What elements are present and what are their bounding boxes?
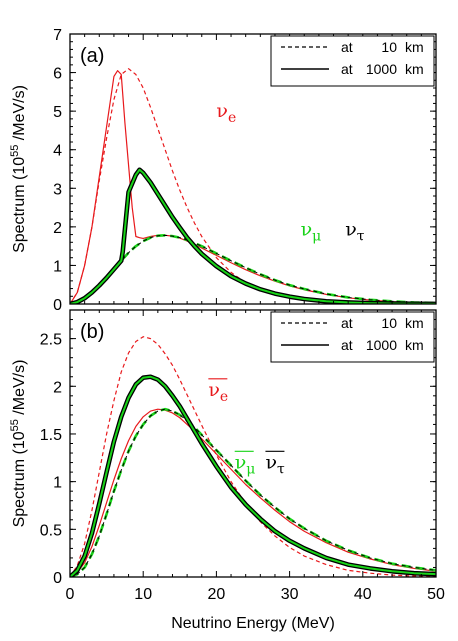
species-label: νe (216, 100, 236, 126)
y-tick-label: 2.5 (40, 332, 62, 349)
series-line-3 (70, 408, 436, 577)
species-subscript: e (220, 389, 228, 405)
y-tick-label: 6 (53, 66, 62, 83)
species-symbol: ν (301, 218, 313, 240)
series-line-0 (70, 336, 436, 577)
y-axis-title-exponent: 55 (9, 419, 21, 431)
series-line-1 (70, 408, 436, 577)
x-tick-label: 20 (208, 586, 226, 603)
series-line-5 (70, 168, 436, 304)
series-line-5 (70, 375, 436, 577)
panel-b: 0 10 20 30 40 50 0 0.5 1 1.5 2 2.5 Spectrum (1055 /M… (9, 309, 445, 603)
y-axis-title: Spectrum (1055 /MeV/s) (9, 85, 28, 253)
species-symbol: ν (235, 451, 247, 473)
panel-label: (b) (80, 321, 104, 343)
species-subscript: τ (277, 461, 285, 477)
species-label: ντ (265, 451, 285, 477)
species-label: νμ (301, 218, 322, 244)
series-line-3 (70, 234, 436, 304)
y-axis-title-unit: /MeV/s) (11, 85, 28, 145)
legend-box (270, 311, 435, 363)
legend-number: 10 (381, 315, 397, 331)
y-tick-label: 1 (53, 475, 62, 492)
species-symbol: ν (216, 100, 228, 122)
legend-prefix: at (341, 61, 353, 77)
x-tick-label: 0 (66, 586, 75, 603)
y-tick-label: 7 (53, 27, 62, 44)
legend-number: 1000 (366, 61, 397, 77)
y-tick-label: 2 (53, 379, 62, 396)
species-label: νμ (235, 451, 256, 477)
y-tick-label: 0 (53, 570, 62, 587)
species-subscript: μ (246, 461, 255, 477)
y-axis-title: Spectrum (1055 /MeV/s) (9, 360, 28, 528)
species-subscript: e (228, 110, 236, 126)
y-axis-title-main: Spectrum (10 (11, 431, 28, 527)
x-tick-label: 10 (134, 586, 152, 603)
legend-prefix: at (341, 337, 353, 353)
species-symbol: ν (345, 218, 357, 240)
x-axis-title: Neutrino Energy (MeV) (171, 615, 335, 632)
y-axis-title-unit: /MeV/s) (11, 360, 28, 420)
legend-prefix: at (341, 315, 353, 331)
legend-box (270, 35, 435, 87)
x-tick-label: 30 (281, 586, 299, 603)
y-tick-label: 0.5 (40, 522, 62, 539)
y-tick-label: 5 (53, 104, 62, 121)
species-label: ντ (345, 218, 365, 244)
series-group (70, 68, 436, 304)
legend-prefix: at (341, 39, 353, 55)
legend-number: 10 (381, 39, 397, 55)
series-group (70, 336, 436, 577)
legend-unit: km (405, 61, 424, 77)
x-tick-label: 40 (354, 586, 372, 603)
panel-a: 0 1 2 3 4 5 6 7 Spectrum (1055 /MeV/s) (a) at 10 km a… (9, 27, 437, 314)
species-subscript: τ (357, 228, 365, 244)
species-label: νe (208, 379, 228, 405)
species-subscript: μ (312, 228, 321, 244)
y-tick-label: 3 (53, 181, 62, 198)
y-tick-label: 0 (53, 297, 62, 314)
y-axis-title-main: Spectrum (10 (11, 157, 28, 253)
y-tick-label: 4 (53, 143, 62, 160)
legend-number: 1000 (366, 337, 397, 353)
y-axis-title-exponent: 55 (9, 145, 21, 157)
legend-unit: km (405, 39, 424, 55)
y-tick-label: 1 (53, 258, 62, 275)
y-tick-label: 1.5 (40, 427, 62, 444)
species-symbol: ν (208, 379, 220, 401)
y-tick-label: 2 (53, 220, 62, 237)
legend-unit: km (405, 337, 424, 353)
legend-unit: km (405, 315, 424, 331)
plot-frame (69, 33, 437, 305)
panel-label: (a) (80, 45, 104, 67)
x-tick-label: 50 (427, 586, 445, 603)
species-symbol: ν (265, 451, 277, 473)
